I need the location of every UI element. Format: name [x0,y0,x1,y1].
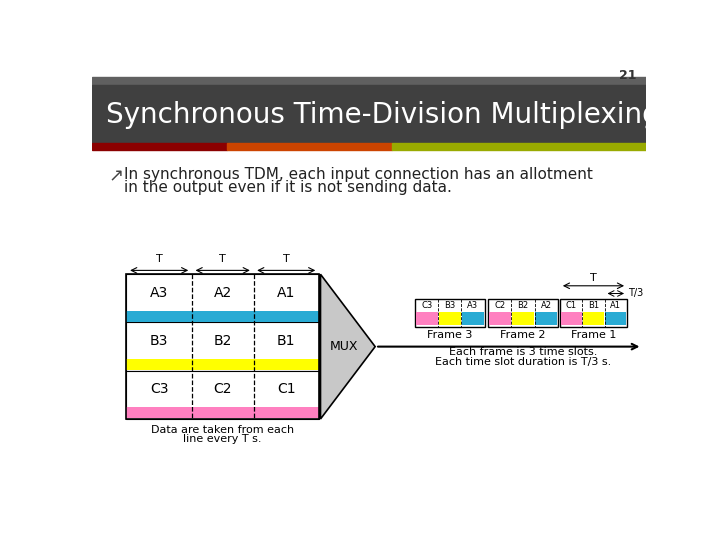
Bar [439,312,461,326]
Text: A1: A1 [277,286,295,300]
Text: Each time slot duration is T/3 s.: Each time slot duration is T/3 s. [435,357,611,367]
Bar [392,143,647,150]
Text: T: T [220,254,226,264]
Text: Synchronous Time-Division Multiplexing: Synchronous Time-Division Multiplexing [106,101,660,129]
Bar [227,143,392,150]
Bar [127,274,319,322]
Text: line every T s.: line every T s. [184,434,262,444]
Text: A1: A1 [611,301,621,310]
Text: C1: C1 [277,382,295,396]
Text: Frame 3: Frame 3 [427,330,472,340]
Text: in the output even if it is not sending data.: in the output even if it is not sending … [124,179,452,194]
Text: Frame 2: Frame 2 [500,330,546,340]
Text: T/3: T/3 [629,288,644,299]
Text: Data are taken from each: Data are taken from each [151,425,294,435]
Bar [92,77,647,85]
Bar [415,299,485,327]
Text: A3: A3 [467,301,479,310]
Bar [561,312,582,326]
Bar [92,143,227,150]
Text: B2: B2 [518,301,528,310]
Bar [416,312,438,326]
Polygon shape [320,274,375,419]
Text: MUX: MUX [330,340,359,353]
Text: ↗: ↗ [109,167,124,185]
Text: A2: A2 [541,301,552,310]
Text: B3: B3 [444,301,456,310]
Bar [127,408,319,418]
Text: C1: C1 [566,301,577,310]
Bar [535,312,557,326]
Bar [560,299,627,327]
Text: B1: B1 [588,301,599,310]
Bar [92,85,647,143]
Bar [512,312,534,326]
Text: C3: C3 [421,301,433,310]
Bar [606,312,626,326]
Bar [489,312,510,326]
Text: C3: C3 [150,382,168,396]
Text: T: T [283,254,289,264]
Text: C2: C2 [213,382,232,396]
Bar [462,312,484,326]
Bar [127,311,319,322]
Bar [127,371,319,419]
Text: Each frame is 3 time slots.: Each frame is 3 time slots. [449,347,597,357]
Bar [583,312,604,326]
Text: B2: B2 [214,334,232,348]
Bar [127,359,319,370]
Text: A3: A3 [150,286,168,300]
Text: C2: C2 [495,301,505,310]
Text: A2: A2 [214,286,232,300]
Bar [127,322,319,371]
Text: 21: 21 [619,70,637,83]
Bar [127,274,319,419]
Bar [488,299,558,327]
Text: Frame 1: Frame 1 [571,330,616,340]
Text: T: T [590,273,597,283]
Text: B3: B3 [150,334,168,348]
Text: T: T [156,254,163,264]
Text: B1: B1 [277,334,295,348]
Text: In synchronous TDM, each input connection has an allotment: In synchronous TDM, each input connectio… [124,167,593,182]
